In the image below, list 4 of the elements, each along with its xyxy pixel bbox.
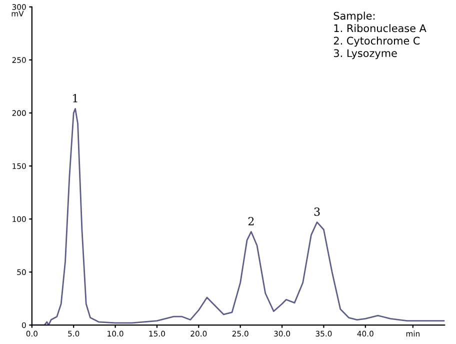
annotation: 2 — [248, 217, 254, 226]
annotation: 1 — [73, 94, 78, 102]
annotation: 3 — [314, 207, 320, 216]
annotation: Sample: 1. Ribonuclease A 2. Cytochrome C 3. Lysozyme — [334, 12, 426, 60]
